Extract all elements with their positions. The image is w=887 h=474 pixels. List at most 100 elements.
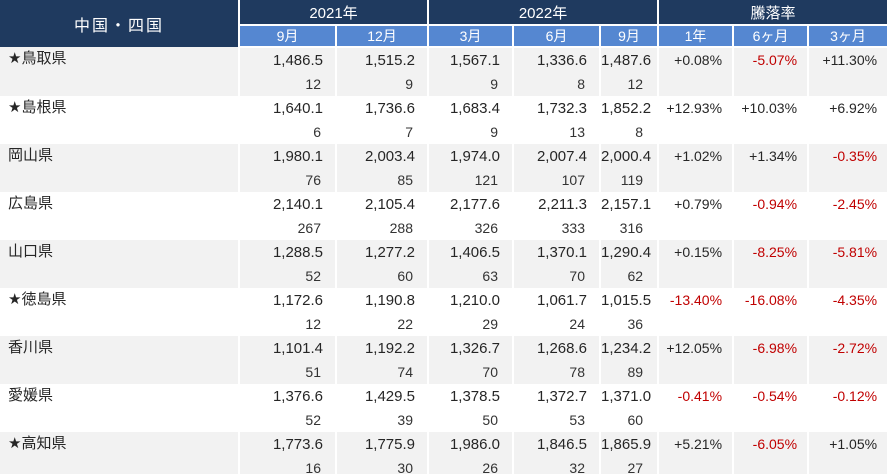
count-cell: 29 (428, 312, 514, 336)
empty-rate-cell (658, 264, 735, 288)
prefecture-name: 山口県 (0, 240, 240, 288)
value-cell: 2,007.4 (513, 144, 601, 168)
table-row: 香川県 1,101.4 1,192.2 1,326.7 1,268.6 1,234.2 +1… (0, 336, 887, 384)
value-cell: 1,234.2 (600, 336, 660, 360)
table-row-counts: 12 9 9 8 12 (0, 72, 887, 96)
value-cell: 2,157.1 (600, 192, 660, 216)
month-header-2022-09: 9月 (600, 25, 660, 48)
count-cell: 12 (239, 312, 337, 336)
rate-cell: +6.92% (829, 100, 878, 116)
value-cell: 1,336.6 (513, 47, 601, 72)
value-cell: 1,567.1 (428, 47, 514, 72)
count-cell: 13 (513, 120, 601, 144)
count-cell: 63 (428, 264, 514, 288)
count-cell: 36 (600, 312, 660, 336)
count-cell: 9 (336, 72, 429, 96)
value-cell: 1,986.0 (428, 432, 514, 456)
count-cell: 119 (600, 168, 660, 192)
empty-rate-cell (733, 360, 810, 384)
rate-cell: -0.35% (808, 144, 887, 168)
prefecture-name: 岡山県 (0, 144, 240, 192)
rate-cell: -8.25% (733, 240, 810, 264)
table-row-counts: 6 7 9 13 8 (0, 120, 887, 144)
table-row: 岡山県 1,980.1 2,003.4 1,974.0 2,007.4 2,000.4 +1… (0, 144, 887, 192)
value-cell: 1,640.1 (239, 96, 337, 120)
value-cell: 2,003.4 (336, 144, 429, 168)
count-cell: 70 (513, 264, 601, 288)
value-cell: 1,429.5 (336, 384, 429, 408)
count-cell: 74 (336, 360, 429, 384)
rate-cell: -0.54% (733, 384, 810, 408)
empty-rate-cell (808, 408, 887, 432)
value-cell: 1,172.6 (239, 288, 337, 312)
rate-cell: +1.02% (658, 144, 735, 168)
rate-cell: -4.35% (832, 292, 878, 308)
empty-rate-cell (733, 72, 810, 96)
empty-rate-cell (808, 456, 887, 474)
value-cell: 1,980.1 (239, 144, 337, 168)
empty-rate-cell (808, 360, 887, 384)
count-cell: 50 (428, 408, 514, 432)
count-cell: 267 (239, 216, 337, 240)
count-cell: 76 (239, 168, 337, 192)
rate-cell: -2.72% (808, 336, 887, 360)
table-row-counts: 267 288 326 333 316 (0, 216, 887, 240)
prefecture-name: ★鳥取県 (0, 47, 240, 96)
table-row-counts: 51 74 70 78 89 (0, 360, 887, 384)
empty-rate-cell (658, 312, 735, 336)
rate-cell: -0.12% (832, 388, 878, 404)
count-cell: 32 (513, 456, 601, 474)
count-cell: 288 (336, 216, 429, 240)
value-cell: 2,211.3 (513, 192, 601, 216)
empty-rate-cell (658, 120, 735, 144)
count-cell: 333 (513, 216, 601, 240)
value-cell: 1,192.2 (336, 336, 429, 360)
value-cell: 1,372.7 (513, 384, 601, 408)
rate-cell: -0.41% (658, 384, 735, 408)
rate-cell: -13.40% (658, 288, 735, 312)
value-cell: 2,000.4 (600, 144, 660, 168)
value-cell: 1,775.9 (336, 432, 429, 456)
count-cell: 51 (239, 360, 337, 384)
empty-rate-cell (658, 216, 735, 240)
rate-period-1y: 1年 (658, 25, 735, 48)
empty-rate-cell (733, 120, 810, 144)
rate-cell: +0.79% (658, 192, 735, 216)
count-cell: 62 (600, 264, 660, 288)
rate-cell: +11.30% (808, 47, 887, 72)
rate-group-header: 騰落率 (658, 0, 887, 26)
rate-cell: -5.07% (733, 47, 810, 72)
rate-cell: +0.08% (658, 47, 735, 72)
table-row: 愛媛県 1,376.6 1,429.5 1,378.5 1,372.7 1,371.0 -0… (0, 384, 887, 432)
value-cell: 1,210.0 (428, 288, 514, 312)
table-row-counts: 12 22 29 24 36 (0, 312, 887, 336)
rate-cell: -16.08% (733, 288, 810, 312)
rate-cell: +12.93% (658, 96, 735, 120)
table-row: 山口県 1,288.5 1,277.2 1,406.5 1,370.1 1,290.4 +0… (0, 240, 887, 288)
count-cell: 6 (239, 120, 337, 144)
month-header-2022-03: 3月 (428, 25, 514, 48)
count-cell: 12 (600, 72, 660, 96)
count-cell: 85 (336, 168, 429, 192)
prefecture-name: 愛媛県 (0, 384, 240, 432)
header-month-row: 9月 12月 3月 6月 9月 1年 6ヶ月 3ヶ月 (0, 25, 887, 48)
rate-cell: +0.15% (658, 240, 735, 264)
empty-rate-cell (658, 72, 735, 96)
empty-rate-cell (808, 264, 887, 288)
table-row: ★鳥取県 1,486.5 1,515.2 1,567.1 1,336.6 1,487.6 +… (0, 47, 887, 96)
value-cell: 1,277.2 (336, 240, 429, 264)
rate-cell: +1.05% (808, 432, 887, 456)
rate-cell: -0.94% (733, 192, 810, 216)
empty-rate-cell (808, 72, 887, 96)
rate-cell: -6.98% (733, 336, 810, 360)
empty-rate-cell (733, 456, 810, 474)
month-header-2022-06: 6月 (513, 25, 601, 48)
value-cell: 2,140.1 (239, 192, 337, 216)
count-cell: 52 (239, 264, 337, 288)
empty-rate-cell (733, 264, 810, 288)
year-group-2022: 2022年 (428, 0, 660, 26)
value-cell: 1,773.6 (239, 432, 337, 456)
value-cell: 1,487.6 (600, 47, 660, 72)
value-cell: 1,736.6 (336, 96, 429, 120)
table-body: ★鳥取県 1,486.5 1,515.2 1,567.1 1,336.6 1,487.6 +… (0, 47, 887, 474)
